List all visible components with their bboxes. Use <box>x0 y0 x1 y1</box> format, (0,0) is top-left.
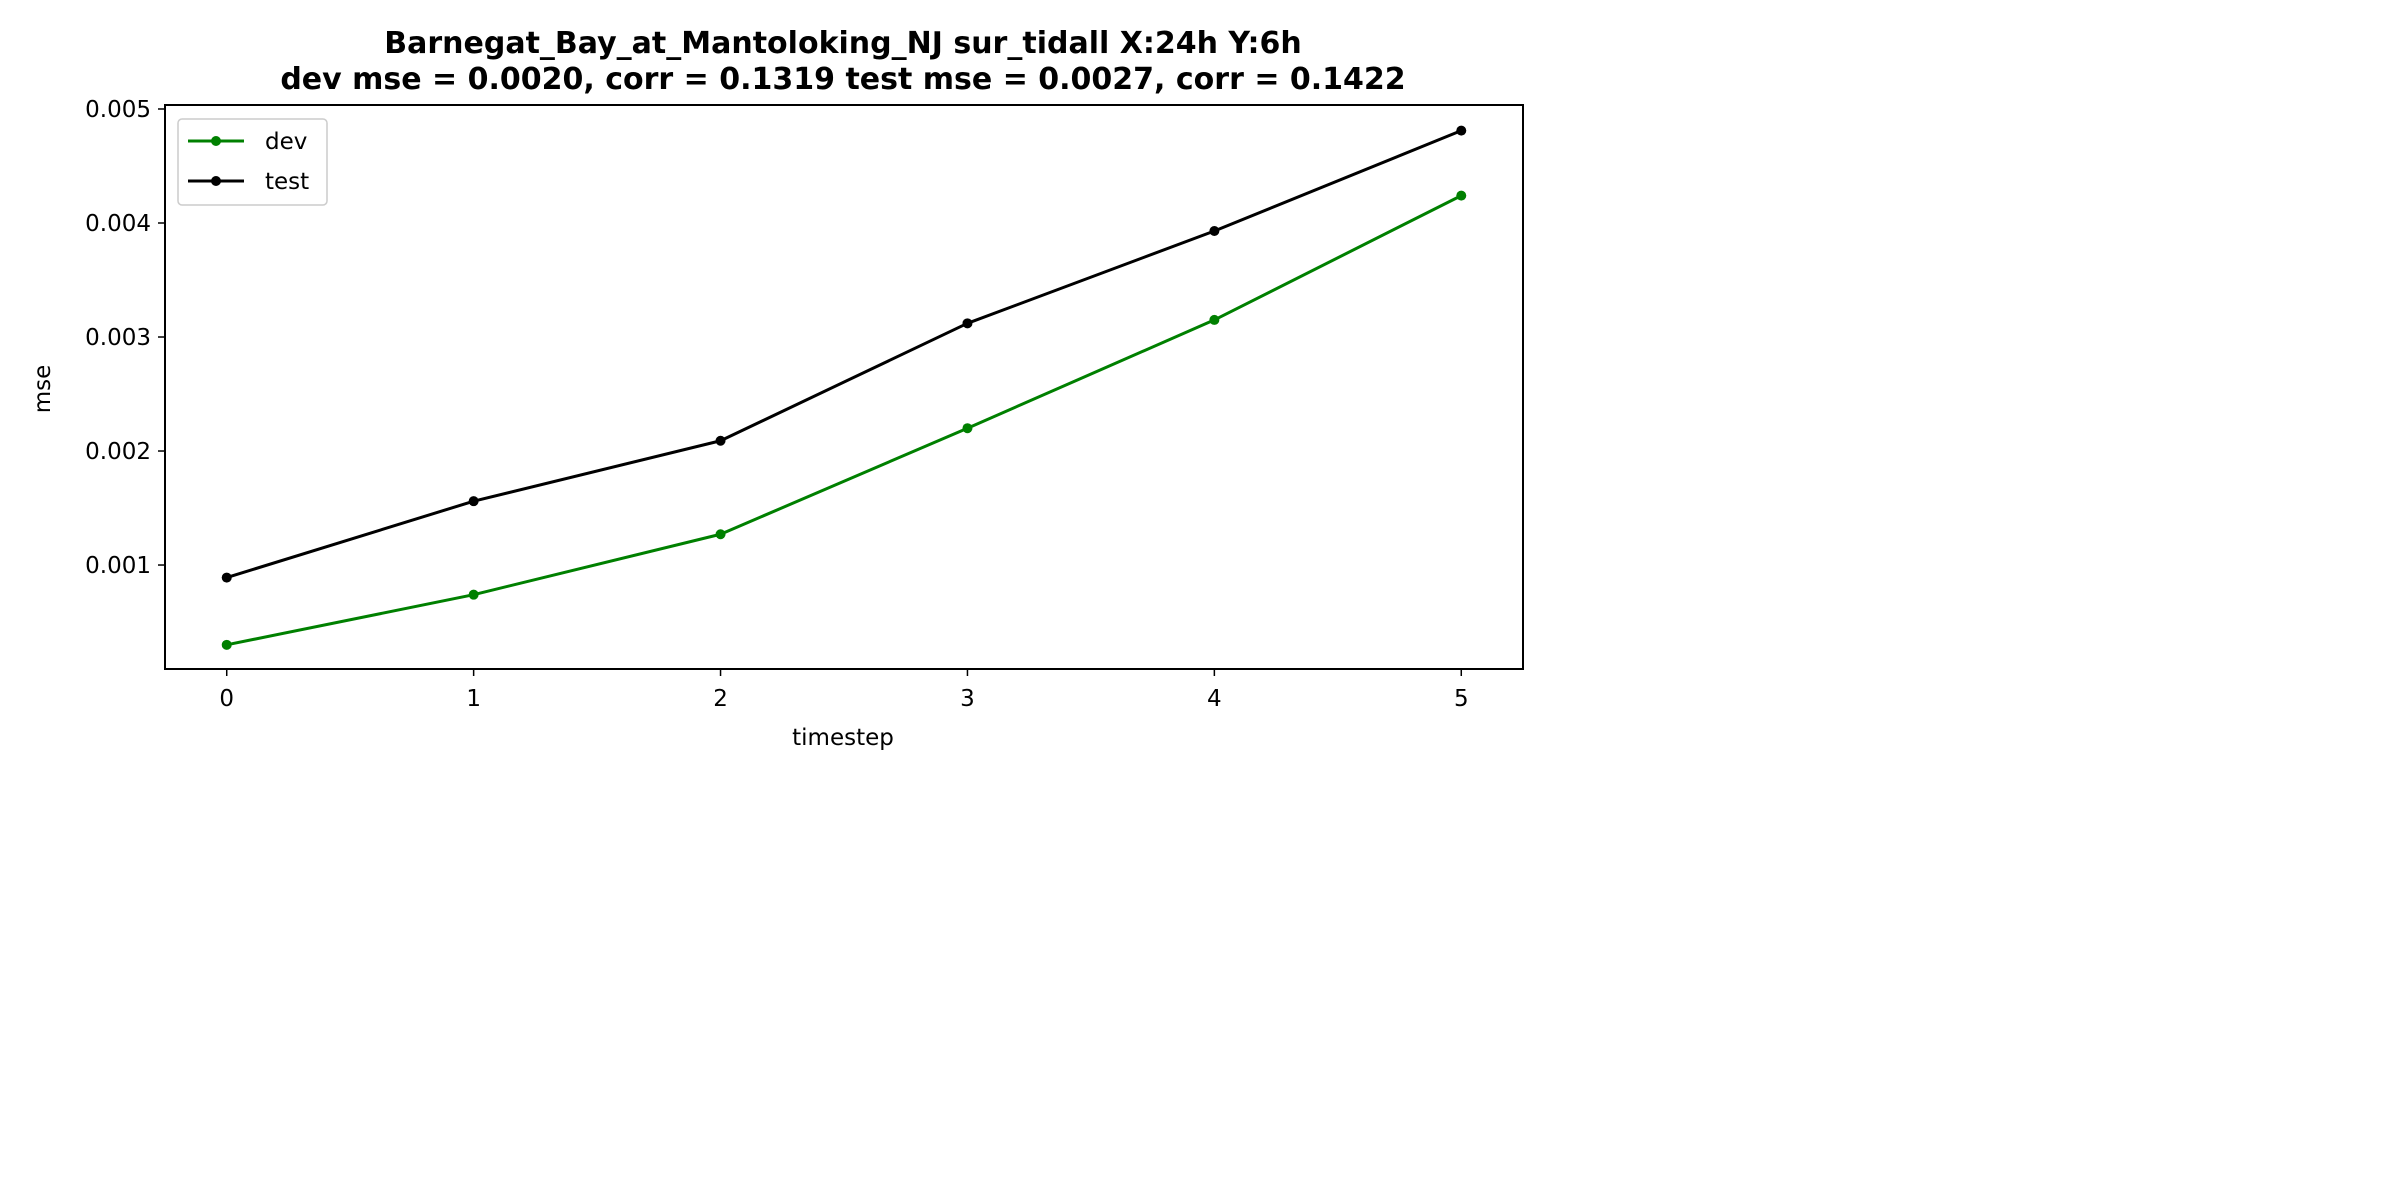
data-point-test <box>221 572 232 583</box>
chart-title-line-1: Barnegat_Bay_at_Mantoloking_NJ sur_tidal… <box>384 26 1301 61</box>
data-point-dev <box>1209 314 1220 325</box>
x-tick-label: 4 <box>1207 686 1222 712</box>
series-line-test <box>226 129 1462 579</box>
data-point-dev <box>962 423 973 434</box>
x-tick-label: 0 <box>219 686 234 712</box>
y-tick-label: 0.002 <box>85 439 151 465</box>
data-point-test <box>715 435 726 446</box>
y-tick-label: 0.003 <box>85 325 151 351</box>
data-point-test <box>1456 125 1467 136</box>
data-point-dev <box>1456 190 1467 201</box>
chart-title-line-2: dev mse = 0.0020, corr = 0.1319 test mse… <box>280 62 1405 97</box>
y-axis-label: mse <box>30 365 56 414</box>
data-point-dev <box>715 529 726 540</box>
y-tick-label: 0.005 <box>85 97 151 123</box>
figure-background <box>0 0 1546 773</box>
data-point-test <box>1209 225 1220 236</box>
line-chart: Barnegat_Bay_at_Mantoloking_NJ sur_tidal… <box>0 0 1546 773</box>
x-tick-label: 5 <box>1454 686 1469 712</box>
legend-label-test: test <box>265 169 309 195</box>
x-axis-label: timestep <box>792 725 894 751</box>
chart-figure: Barnegat_Bay_at_Mantoloking_NJ sur_tidal… <box>0 0 1546 773</box>
axes-frame <box>164 104 1524 670</box>
data-point-test <box>962 318 973 329</box>
data-point-dev <box>221 639 232 650</box>
legend-marker-dev <box>211 136 221 146</box>
data-point-test <box>468 496 479 507</box>
x-tick-label: 1 <box>466 686 481 712</box>
plot-area: 0 1 2 3 4 5 0.001 0.002 0.003 0.004 0.005 <box>85 97 1524 712</box>
y-tick-label: 0.001 <box>85 553 151 579</box>
legend-label-dev: dev <box>265 129 307 155</box>
series-line-dev <box>226 194 1462 647</box>
y-tick-label: 0.004 <box>85 211 151 237</box>
x-tick-label: 2 <box>713 686 728 712</box>
legend-marker-test <box>211 176 221 186</box>
legend: dev test <box>177 118 328 206</box>
data-point-dev <box>468 589 479 600</box>
x-tick-label: 3 <box>960 686 975 712</box>
